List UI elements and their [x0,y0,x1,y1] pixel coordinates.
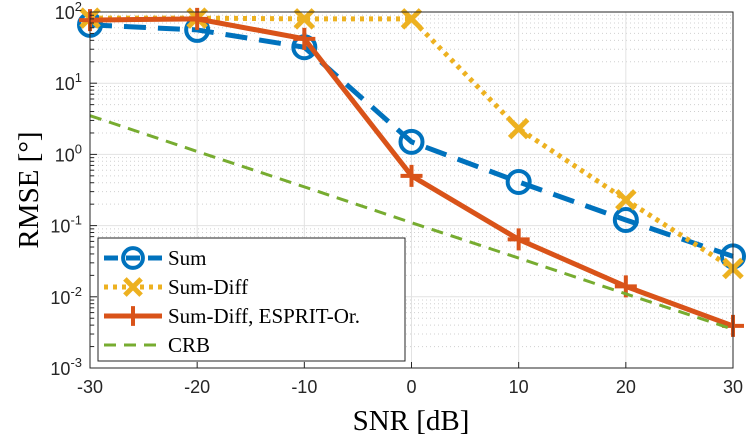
circle-marker [398,128,425,155]
x-marker [293,8,316,30]
circle-marker [121,246,145,270]
plus-marker [293,27,316,50]
x-tick-label: -10 [291,377,317,397]
y-tick-label: 10-2 [50,284,82,308]
y-tick-label: 10-1 [50,213,82,237]
series-line-3 [89,114,734,331]
y-axis-label: RMSE [°] [13,131,45,248]
x-tick-label: 0 [406,377,416,397]
x-marker [507,117,530,140]
plus-marker [400,164,423,187]
y-tick-label: 100 [55,141,82,165]
x-marker [615,189,637,211]
y-tick-label: 101 [55,70,82,94]
x-axis-label: SNR [dB] [353,405,470,437]
x-tick-label: 20 [616,377,636,397]
x-marker [123,277,143,297]
circle-marker [612,206,639,233]
circle-marker [505,168,532,195]
x-tick-label: 10 [509,377,529,397]
legend-label: Sum [168,246,207,270]
legend-label: Sum-Diff [168,275,248,299]
x-marker [400,8,423,30]
x-tick-label: -20 [184,377,210,397]
series-line-0 [89,22,734,259]
y-tick-label: 10-3 [50,355,82,379]
x-tick-label: -30 [77,377,103,397]
legend-label: CRB [168,333,210,357]
plus-marker [507,228,530,251]
y-tick-label: 102 [55,0,82,23]
legend: Sum Sum-Diff Sum-Diff, ESPRIT-Or. CRB [97,237,406,362]
ticks: -30 -20 -10 0 10 20 30 102 101 100 10-1 10-2 10-3 [50,0,743,397]
plus-marker [123,306,143,326]
legend-label: Sum-Diff, ESPRIT-Or. [168,304,360,328]
x-tick-label: 30 [723,377,743,397]
